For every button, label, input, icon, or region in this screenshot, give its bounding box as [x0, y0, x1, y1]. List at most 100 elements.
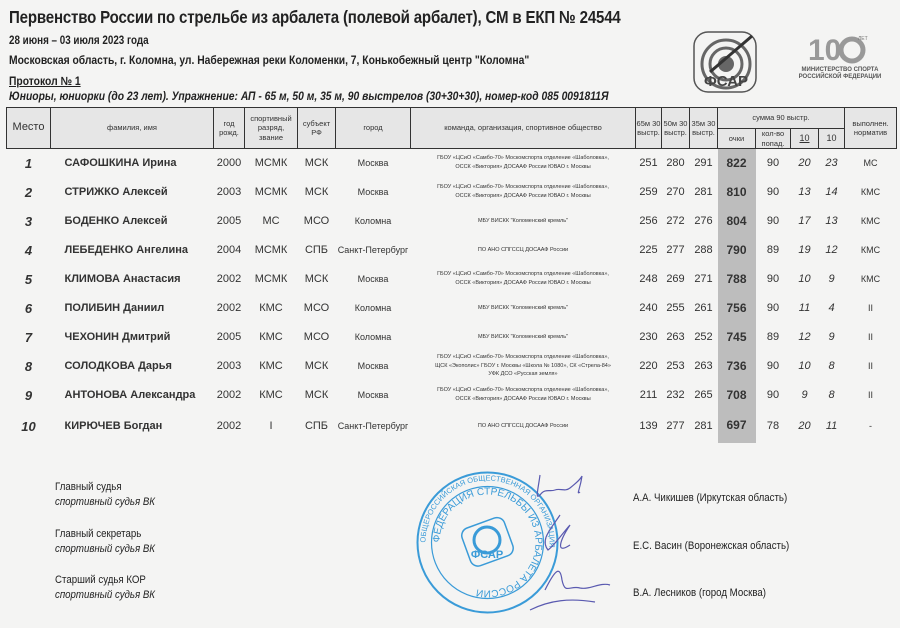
- cell-name: САФОШКИНА Ирина: [64, 157, 177, 170]
- cell-points: 790: [717, 235, 756, 265]
- col-team: команда, организация, спортивное обществ…: [410, 107, 636, 149]
- cell-name: ЛЕБЕДЕНКО Ангелина: [64, 244, 189, 256]
- cell-place: 1: [24, 155, 33, 171]
- cell-region: МСК: [304, 273, 329, 285]
- cell-points: 822: [717, 148, 756, 178]
- team-line: ПО АНО СПГССЦ ДОСААФ России: [477, 246, 569, 253]
- table-row: 7 ЧЕХОНИН Дмитрий 2005 КМС МСО Коломна МБУ ВИС…: [7, 322, 897, 352]
- cell-region: МСК: [304, 389, 329, 401]
- cell-city: Москва: [357, 274, 389, 284]
- team-line: УФК ДСО «Русская земля»: [488, 371, 558, 378]
- cell-team: ГБОУ «ЦСиО «Самбо-70» Москомспорта отдел…: [411, 149, 636, 178]
- protocol-number: Протокол № 1: [9, 74, 81, 88]
- svg-text:ФСАР: ФСАР: [704, 73, 748, 90]
- cell-norm: II: [868, 332, 874, 342]
- cell-year: 2004: [216, 244, 242, 256]
- cell-inner-tens: 10: [798, 273, 811, 285]
- cell-rank: КМС: [259, 389, 283, 401]
- cell-50m: 280: [666, 157, 685, 170]
- cell-65m: 139: [639, 420, 658, 432]
- cell-team: ПО АНО СПГССЦ ДОСААФ России: [411, 410, 636, 443]
- cell-place: 8: [24, 358, 33, 374]
- col-tens: 10: [817, 128, 846, 149]
- cell-region: СПБ: [304, 244, 329, 256]
- cell-name: ПОЛИБИН Даниил: [64, 302, 165, 314]
- cell-name: КЛИМОВА Анастасия: [64, 273, 181, 285]
- cell-city: Москва: [357, 361, 389, 371]
- official-role: Главный судья: [55, 481, 122, 493]
- cell-rank: КМС: [259, 331, 283, 343]
- cell-region: МСК: [304, 186, 329, 198]
- cell-name: ЧЕХОНИН Дмитрий: [64, 331, 171, 343]
- team-line: МБУ ВИСКК "Коломенский кремль": [477, 333, 569, 340]
- cell-hits: 90: [766, 157, 780, 170]
- cell-year: 2002: [216, 273, 242, 285]
- cell-35m: 291: [694, 157, 713, 170]
- cell-year: 2000: [216, 157, 242, 170]
- cell-50m: 277: [666, 244, 685, 256]
- official-role: Старший судья КОР: [55, 574, 146, 586]
- cell-rank: МСМК: [254, 273, 288, 285]
- cell-rank: МСМК: [254, 186, 288, 198]
- team-line: ОССК «Виктория» ДОСААФ России ЮВАО г. Мо…: [455, 280, 591, 286]
- cell-50m: 232: [666, 389, 685, 401]
- cell-hits: 90: [766, 186, 780, 198]
- cell-region: СПБ: [304, 420, 329, 432]
- cell-norm: КМС: [860, 187, 881, 197]
- team-line: ОССК «Виктория» ДОСААФ России ЮВАО г. Мо…: [455, 396, 591, 402]
- cell-tens: 13: [825, 215, 838, 227]
- cell-place: 5: [24, 271, 33, 287]
- cell-team: МБУ ВИСКК "Коломенский кремль": [411, 207, 636, 236]
- cell-city: Москва: [357, 390, 389, 400]
- cell-year: 2005: [216, 331, 242, 343]
- cell-35m: 281: [694, 186, 713, 198]
- cell-hits: 90: [766, 273, 780, 285]
- cell-year: 2002: [216, 389, 242, 401]
- cell-35m: 281: [694, 420, 713, 432]
- col-rank: спортивный разряд, звание: [244, 107, 298, 149]
- col-65m: 65м 30 выстр.: [635, 107, 662, 149]
- cell-norm: КМС: [860, 245, 881, 255]
- cell-name: БОДЕНКО Алексей: [64, 215, 168, 227]
- cell-year: 2002: [216, 420, 242, 432]
- cell-35m: 271: [694, 273, 713, 285]
- team-line: ГБОУ «ЦСиО «Самбо-70» Москомспорта отдел…: [437, 155, 609, 162]
- cell-tens: 23: [825, 157, 838, 170]
- cell-region: МСО: [303, 302, 330, 314]
- cell-points: 788: [717, 264, 756, 294]
- cell-50m: 277: [666, 420, 685, 432]
- cell-50m: 272: [666, 215, 685, 227]
- cell-norm: КМС: [860, 274, 881, 284]
- cell-norm: -: [869, 421, 873, 431]
- official-name: В.А. Лесников (город Москва): [633, 587, 766, 599]
- cell-name: КИРЮЧЕВ Богдан: [64, 420, 163, 432]
- exercise-description: Юниоры, юниорки (до 23 лет). Упражнение:…: [9, 89, 609, 103]
- team-line: ГБОУ «ЦСиО «Самбо-70» Москомспорта отдел…: [437, 184, 609, 191]
- cell-35m: 265: [694, 389, 713, 401]
- col-inner-tens: 10: [790, 128, 819, 149]
- official-category: спортивный судья ВК: [55, 496, 156, 508]
- cell-norm: II: [868, 390, 874, 400]
- cell-region: МСО: [303, 215, 330, 227]
- cell-35m: 276: [694, 215, 713, 227]
- table-row: 10 КИРЮЧЕВ Богдан 2002 I СПБ Санкт-Петербург П…: [7, 409, 897, 443]
- cell-team: ПО АНО СПГССЦ ДОСААФ России: [411, 236, 636, 265]
- cell-year: 2005: [216, 215, 242, 227]
- team-line: МБУ ВИСКК "Коломенский кремль": [477, 217, 569, 224]
- cell-inner-tens: 20: [798, 157, 811, 170]
- col-norm: выполнен. норматив: [844, 107, 898, 149]
- cell-year: 2003: [216, 360, 242, 372]
- cell-place: 3: [24, 213, 33, 229]
- team-line: ЩСК «Экополис» ГБОУ г. Москвы «Школа № 1…: [435, 362, 611, 369]
- cell-50m: 263: [666, 331, 685, 343]
- cell-rank: КМС: [259, 360, 283, 372]
- cell-place: 4: [24, 242, 33, 258]
- cell-65m: 225: [639, 244, 658, 256]
- cell-tens: 11: [825, 420, 838, 432]
- cell-rank: МСМК: [254, 157, 288, 170]
- table-row: 1 САФОШКИНА Ирина 2000 МСМК МСК Москва ГБОУ «Ц…: [7, 148, 897, 178]
- table-row: 2 СТРИЖКО Алексей 2003 МСМК МСК Москва ГБОУ «Ц…: [7, 177, 897, 207]
- signatures: [529, 474, 611, 611]
- cell-50m: 253: [666, 360, 685, 372]
- signature-secretary: [544, 514, 571, 551]
